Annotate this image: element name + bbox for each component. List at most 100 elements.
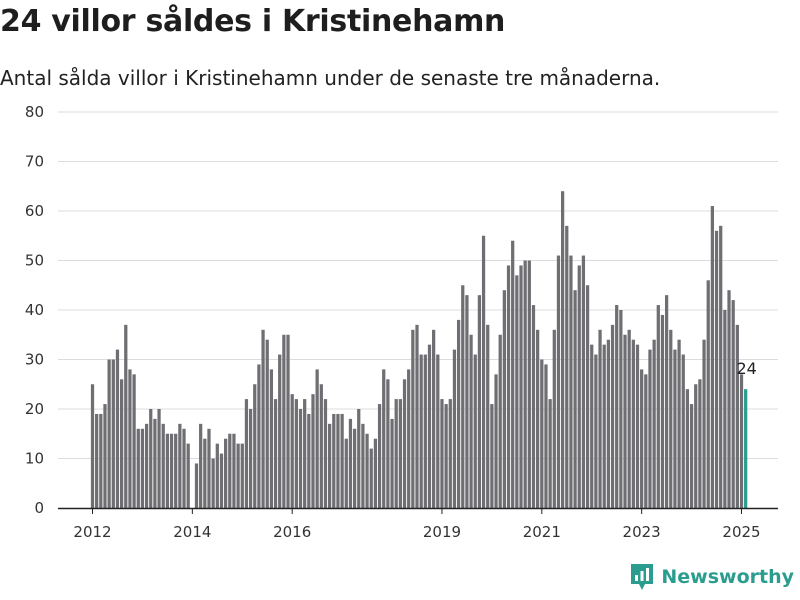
- bar: [369, 448, 373, 508]
- x-tick-label-2021: 2021: [523, 523, 561, 541]
- x-axis: 2012 2014 2016 2019 2021 2023 2025: [58, 507, 778, 541]
- bar: [735, 324, 739, 508]
- bar: [527, 260, 531, 508]
- bar: [540, 359, 544, 508]
- bar: [357, 409, 361, 508]
- bar: [390, 418, 394, 508]
- bar: [328, 423, 332, 508]
- bar: [365, 433, 369, 508]
- bar: [490, 404, 494, 508]
- bar: [373, 438, 378, 508]
- bar: [178, 423, 182, 508]
- bar: [727, 290, 731, 508]
- bar: [203, 438, 207, 508]
- bar: [224, 438, 228, 508]
- bar: [544, 364, 548, 508]
- bar: [286, 334, 290, 508]
- bar: [631, 339, 635, 508]
- bar: [103, 404, 107, 508]
- bar: [240, 443, 244, 508]
- bar: [311, 394, 315, 508]
- bar: [560, 191, 565, 508]
- bar: [523, 260, 527, 508]
- bar: [332, 413, 336, 508]
- bar: [144, 423, 149, 508]
- newsworthy-logo-text: Newsworthy: [661, 566, 794, 588]
- bar: [669, 329, 673, 508]
- bar: [486, 324, 490, 508]
- bar: [710, 206, 715, 509]
- bar: [99, 413, 103, 508]
- bar: [128, 369, 132, 508]
- x-tick-label-2019: 2019: [423, 523, 461, 541]
- bar: [407, 369, 411, 508]
- bar: [124, 324, 128, 508]
- y-tick-label-30: 30: [25, 351, 44, 369]
- bar: [635, 344, 640, 508]
- bar: [211, 458, 215, 508]
- bar: [265, 339, 269, 508]
- bar: [673, 349, 677, 508]
- bar: [585, 285, 590, 508]
- bar: [719, 225, 723, 508]
- bar: [269, 369, 274, 508]
- bar: [469, 334, 473, 508]
- bar: [660, 314, 665, 508]
- bar: [689, 404, 694, 508]
- bar: [565, 225, 569, 508]
- bar: [448, 399, 452, 508]
- bar: [498, 334, 502, 508]
- bar: [315, 369, 319, 508]
- bar: [207, 428, 211, 508]
- bar: [261, 329, 265, 508]
- bar: [577, 265, 581, 508]
- bar: [248, 409, 253, 508]
- bar: [602, 344, 606, 508]
- bar: [706, 280, 710, 508]
- bar: [644, 374, 648, 508]
- x-tick-label-2016: 2016: [273, 523, 311, 541]
- bar: [627, 329, 631, 508]
- bar: [440, 399, 444, 508]
- bar: [610, 324, 615, 508]
- y-tick-label-10: 10: [25, 450, 44, 468]
- bar: [685, 389, 690, 508]
- bar: [352, 428, 357, 508]
- bar: [149, 409, 153, 508]
- bar: [623, 334, 627, 508]
- bar: [702, 339, 706, 508]
- bar: [298, 409, 303, 508]
- bar: [694, 384, 698, 508]
- bar: [536, 329, 540, 508]
- bar: [615, 305, 619, 508]
- bar: [377, 404, 382, 508]
- bar: [581, 255, 586, 508]
- bar: [506, 265, 511, 508]
- bar: [336, 413, 340, 508]
- bar: [515, 275, 519, 508]
- bar: [739, 374, 744, 508]
- bar: [273, 399, 278, 508]
- bar: [294, 399, 298, 508]
- bar: [340, 413, 344, 508]
- bar: [427, 344, 432, 508]
- bar: [215, 443, 219, 508]
- y-tick-label-0: 0: [34, 499, 44, 517]
- bar: [436, 354, 440, 508]
- bar: [236, 443, 240, 508]
- bar: [348, 418, 353, 508]
- bar: [444, 404, 448, 508]
- bar: [452, 349, 457, 508]
- bar: [698, 379, 702, 508]
- bar: [465, 295, 469, 508]
- x-tick-label-2025: 2025: [722, 523, 760, 541]
- bar: [723, 310, 727, 508]
- bar: [174, 433, 178, 508]
- bar: [194, 463, 199, 508]
- bar: [228, 433, 232, 508]
- bar: [640, 369, 644, 508]
- bar: [594, 354, 598, 508]
- y-tick-label-50: 50: [25, 252, 44, 270]
- bar: [473, 354, 477, 508]
- bar: [361, 423, 365, 508]
